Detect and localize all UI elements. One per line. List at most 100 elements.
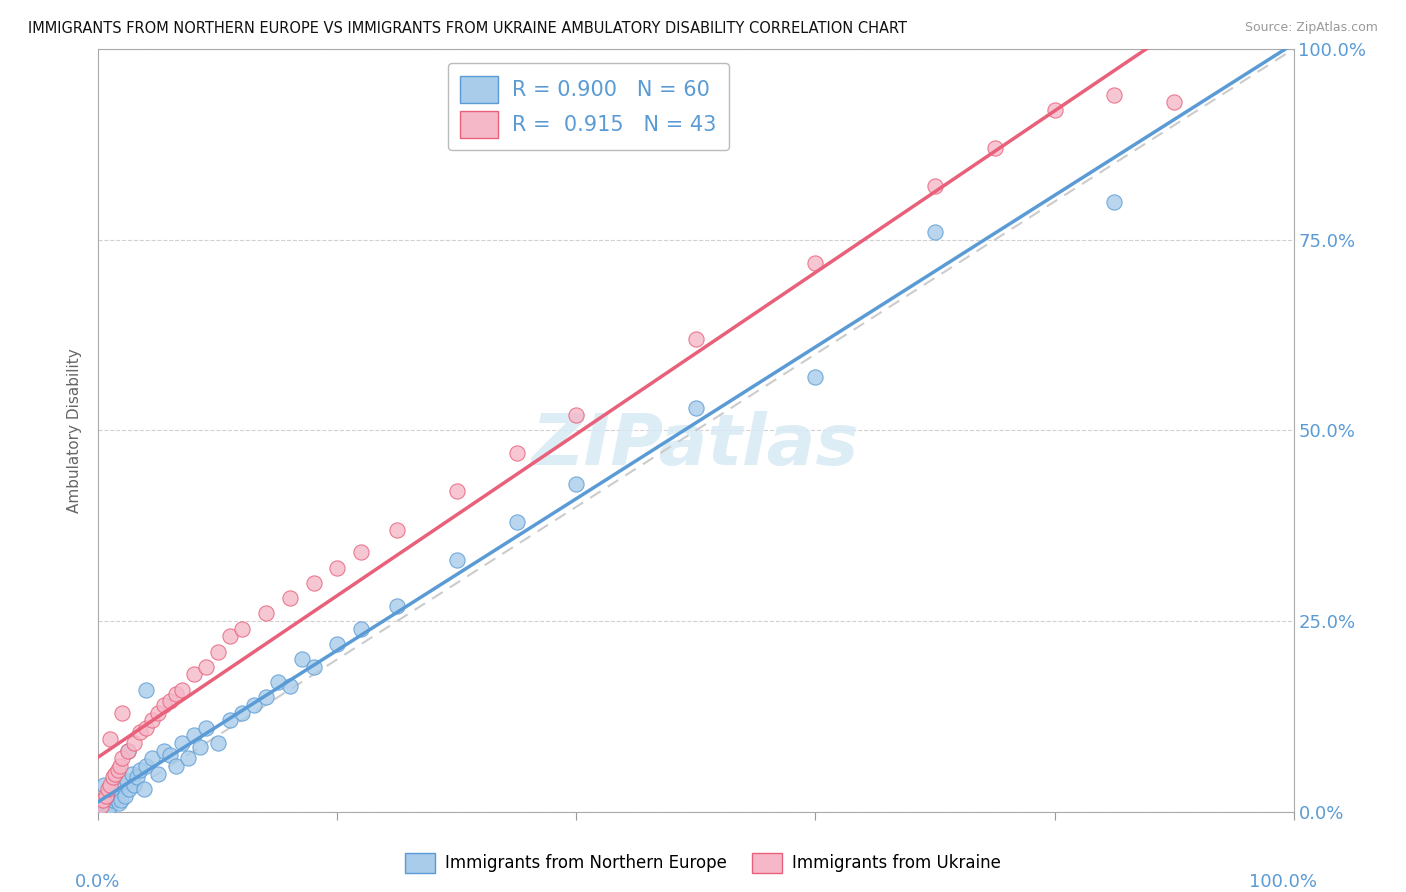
Point <box>165 686 187 700</box>
Point <box>135 759 157 773</box>
Point <box>94 789 117 804</box>
Point <box>90 801 112 815</box>
Point <box>385 599 409 613</box>
Point <box>1104 87 1126 102</box>
Point <box>254 690 277 705</box>
Point <box>104 766 127 780</box>
Point <box>291 652 314 666</box>
Point <box>124 736 146 750</box>
Point <box>278 591 301 606</box>
Point <box>100 789 122 804</box>
Point <box>91 793 114 807</box>
Point <box>124 778 146 792</box>
Point <box>207 644 229 658</box>
Point <box>207 736 229 750</box>
Point <box>141 713 163 727</box>
Point <box>219 629 242 643</box>
Point <box>108 759 131 773</box>
Point <box>148 706 170 720</box>
Point <box>924 225 946 239</box>
Point <box>1104 194 1126 209</box>
Point <box>243 698 266 712</box>
Point <box>278 679 301 693</box>
Point <box>385 523 409 537</box>
Text: 100.0%: 100.0% <box>1250 872 1317 891</box>
Point <box>159 747 181 762</box>
Point <box>111 706 134 720</box>
Point <box>172 736 194 750</box>
Point <box>267 675 290 690</box>
Point <box>172 682 194 697</box>
Point <box>121 766 143 780</box>
Point <box>104 791 127 805</box>
Point <box>506 515 529 529</box>
Point <box>254 607 277 621</box>
Point <box>177 751 200 765</box>
Point <box>350 545 373 559</box>
Point <box>108 783 131 797</box>
Point <box>446 553 468 567</box>
Point <box>98 778 122 792</box>
Point <box>110 793 132 807</box>
Point <box>326 637 349 651</box>
Point <box>1163 95 1185 110</box>
Point <box>117 744 139 758</box>
Point <box>565 476 588 491</box>
Point <box>107 763 129 777</box>
Point <box>129 724 152 739</box>
Point <box>114 789 136 804</box>
Point <box>326 560 349 574</box>
Point <box>302 660 325 674</box>
Point <box>165 759 187 773</box>
Point <box>96 796 118 810</box>
Point <box>93 797 115 811</box>
Point <box>117 744 139 758</box>
Point <box>685 332 707 346</box>
Point <box>111 778 134 792</box>
Point <box>98 798 122 813</box>
Text: IMMIGRANTS FROM NORTHERN EUROPE VS IMMIGRANTS FROM UKRAINE AMBULATORY DISABILITY: IMMIGRANTS FROM NORTHERN EUROPE VS IMMIG… <box>28 21 907 36</box>
Point <box>804 255 827 269</box>
Point <box>101 793 124 807</box>
Point <box>924 179 946 194</box>
Y-axis label: Ambulatory Disability: Ambulatory Disability <box>67 348 83 513</box>
Point <box>98 732 122 747</box>
Point <box>135 721 157 735</box>
Point <box>565 408 588 422</box>
Point <box>219 713 242 727</box>
Point <box>101 771 124 785</box>
Point <box>159 694 181 708</box>
Point <box>103 786 125 800</box>
Point <box>350 622 373 636</box>
Point <box>804 370 827 384</box>
Legend: R = 0.900   N = 60, R =  0.915   N = 43: R = 0.900 N = 60, R = 0.915 N = 43 <box>447 63 730 150</box>
Point <box>105 781 128 796</box>
Point <box>111 751 134 765</box>
Point <box>132 781 155 796</box>
Point <box>91 802 114 816</box>
Point <box>141 751 163 765</box>
Point <box>107 789 129 804</box>
Point <box>506 446 529 460</box>
Point <box>97 781 120 796</box>
Point <box>148 766 170 780</box>
Point <box>97 800 120 814</box>
Point <box>685 401 707 415</box>
Point <box>984 141 1007 155</box>
Legend: Immigrants from Northern Europe, Immigrants from Ukraine: Immigrants from Northern Europe, Immigra… <box>398 847 1008 880</box>
Point <box>115 774 138 789</box>
Point <box>153 698 176 712</box>
Text: Source: ZipAtlas.com: Source: ZipAtlas.com <box>1244 21 1378 34</box>
Point <box>188 739 211 754</box>
Point <box>107 796 129 810</box>
Point <box>446 484 468 499</box>
Point <box>231 706 253 720</box>
Point <box>231 622 253 636</box>
Text: 0.0%: 0.0% <box>75 872 120 891</box>
Point <box>125 771 148 785</box>
Point <box>183 728 205 742</box>
Point <box>135 682 157 697</box>
Point <box>1043 103 1066 117</box>
Point <box>90 798 112 813</box>
Point <box>195 660 218 674</box>
